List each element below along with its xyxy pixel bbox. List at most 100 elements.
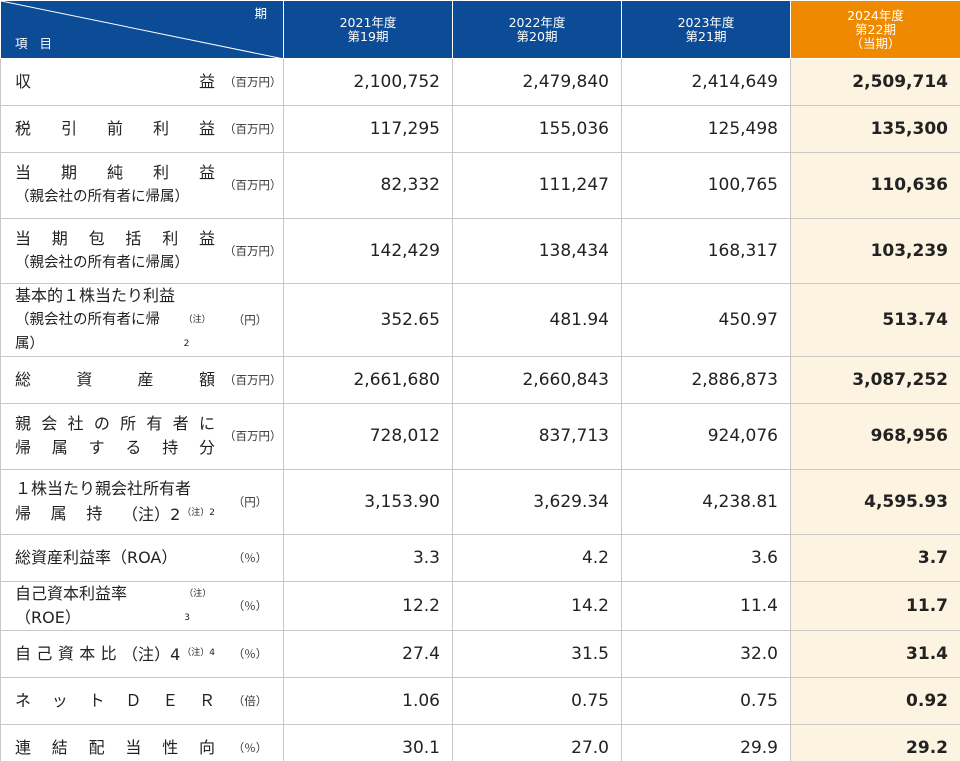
row-label-char: 収: [15, 72, 32, 91]
row-label: 連結 配 当 性向: [15, 736, 215, 760]
table-row: 当 期 純 利 益 （親会社の所有者に帰属） （百万円） 82,332 111,247 100,7…: [0, 152, 960, 219]
value-cell: 2,100,752: [283, 58, 453, 106]
value-cell-current: 11.7: [790, 581, 960, 631]
value-cell: 30.1: [283, 724, 453, 761]
value-cell-current: 4,595.93: [790, 468, 960, 535]
row-label-line-1: 自己資本利益率（ROE） （注）3: [15, 582, 215, 630]
value-cell-current: 3,087,252: [790, 356, 960, 404]
value-cell: 138,434: [452, 217, 622, 284]
term-label: 第19期: [347, 28, 389, 44]
row-label-char: 括: [125, 228, 142, 248]
period-label: 期: [254, 6, 267, 21]
row-label-cell: 総資産利益率（ROA） （％）: [0, 534, 284, 582]
row-label-line-1: 税引前利益: [15, 117, 215, 141]
value-cell: 155,036: [452, 105, 622, 153]
year-label: 2023年度: [677, 14, 735, 30]
row-label-char: 資: [57, 644, 74, 663]
row-label-char: 帰: [15, 438, 32, 458]
table-row: 親会社の所有者に帰属する持分 （百万円） 728,012 837,713 924,076…: [0, 403, 960, 470]
row-label-char: 有: [146, 414, 163, 434]
row-label-char: 利: [152, 163, 169, 183]
row-label-text: （親会社の所有者に帰属）: [15, 254, 189, 271]
row-label-line-2: （親会社の所有者に帰属）: [15, 251, 215, 275]
value-cell: 12.2: [283, 581, 453, 631]
unit-label: （百万円）: [224, 429, 282, 444]
value-cell: 29.9: [621, 724, 791, 761]
row-label-cell: 基本的１株当たり利益 （親会社の所有者に帰属） （注）2 （円）: [0, 283, 284, 357]
row-label-line-2: （親会社の所有者に帰属） （注）2: [15, 308, 215, 356]
value-cell-current: 31.4: [790, 630, 960, 678]
row-label-text: （親会社の所有者に帰属）: [15, 189, 189, 206]
row-label: １株当たり親会社所有者帰属持（注）2 （注）2: [15, 477, 215, 527]
year-label: 2021年度: [339, 14, 397, 30]
row-label-char: す: [88, 438, 105, 458]
row-label-char: 親: [15, 414, 32, 434]
value-cell: 450.97: [621, 283, 791, 357]
row-label-line-2: 帰属持（注）2 （注）2: [15, 501, 215, 527]
item-label: 項目: [15, 36, 65, 51]
value-cell: 924,076: [621, 403, 791, 470]
diagonal-divider: [1, 1, 284, 59]
row-label-cell: １株当たり親会社所有者帰属持（注）2 （注）2 （円）: [0, 468, 284, 535]
footnote-ref: （注）2: [182, 507, 215, 518]
value-cell: 4,238.81: [621, 468, 791, 535]
row-label-line-1: 総資産利益率（ROA）: [15, 546, 215, 570]
row-label-line-1: 当期包括利益: [15, 227, 215, 251]
row-label-char: 己: [36, 644, 53, 663]
value-cell: 11.4: [621, 581, 791, 631]
row-label-cell: ネッ ト Ｄ Ｅ Ｒ （倍）: [0, 677, 284, 725]
value-cell: 142,429: [283, 217, 453, 284]
row-label-char: 額: [198, 370, 215, 389]
value-cell: 31.5: [452, 630, 622, 678]
value-cell: 0.75: [452, 677, 622, 725]
row-label-char: （: [122, 645, 139, 664]
row-label-line-1: 収益: [15, 70, 215, 94]
header-row: 期 項目 2021年度 第19期 2022年度 第20期 2023年度 第21期…: [0, 0, 960, 59]
row-label-char: 配: [88, 738, 105, 757]
value-cell: 2,661,680: [283, 356, 453, 404]
row-label-cell: 当 期 純 利 益 （親会社の所有者に帰属） （百万円）: [0, 152, 284, 219]
value-cell: 3,153.90: [283, 468, 453, 535]
value-cell: 0.75: [621, 677, 791, 725]
year-header-2023: 2023年度 第21期: [621, 0, 791, 59]
row-label-char: 利: [152, 119, 169, 138]
row-label: 当期包括利益 （親会社の所有者に帰属）: [15, 227, 215, 275]
term-label: 第21期: [685, 28, 727, 44]
unit-label: （円）: [232, 494, 268, 509]
year-label: 2022年度: [508, 14, 566, 30]
row-label-char: Ｒ: [198, 691, 215, 710]
row-label-char: 当: [15, 163, 32, 183]
row-label: 基本的１株当たり利益 （親会社の所有者に帰属） （注）2: [15, 284, 215, 356]
row-label-cell: 自己資本比（注）4 （注）4 （％）: [0, 630, 284, 678]
table-row: 総 資 産 額 （百万円） 2,661,680 2,660,843 2,886,873 3,08…: [0, 356, 960, 404]
unit-label: （百万円）: [224, 178, 282, 193]
value-cell: 27.0: [452, 724, 622, 761]
value-cell-current: 29.2: [790, 724, 960, 761]
unit-label: （百万円）: [224, 373, 282, 387]
unit-label: （％）: [232, 599, 268, 613]
year-header-2021: 2021年度 第19期: [283, 0, 453, 59]
table-row: 当期包括利益 （親会社の所有者に帰属） （百万円） 142,429 138,434 168…: [0, 217, 960, 284]
row-label-char: 資: [76, 370, 93, 389]
value-cell: 3.3: [283, 534, 453, 582]
year-header-2024-current: 2024年度 第22期 （当期）: [790, 0, 960, 59]
value-cell-current: 2,509,714: [790, 58, 960, 106]
table-body: 収益（百万円） 2,100,752 2,479,840 2,414,649 2,509,…: [0, 58, 960, 761]
row-label-char: 期: [51, 228, 68, 248]
row-label-cell: 総 資 産 額 （百万円）: [0, 356, 284, 404]
row-label-line-1: 親会社の所有者に: [15, 412, 215, 436]
row-label-line-2: （親会社の所有者に帰属）: [15, 185, 215, 209]
value-cell-current: 968,956: [790, 403, 960, 470]
value-cell-current: 0.92: [790, 677, 960, 725]
row-label: 親会社の所有者に帰属する持分: [15, 412, 215, 460]
row-label-char: （: [122, 504, 139, 524]
value-cell-current: 3.7: [790, 534, 960, 582]
row-label-text: 総資産利益率（ROA）: [15, 548, 178, 567]
row-label-char: 利: [162, 228, 179, 248]
value-cell: 2,660,843: [452, 356, 622, 404]
table-row: ネット Ｄ Ｅ Ｒ （倍） 1.06 0.75 0.75 0.92: [0, 677, 960, 725]
value-cell: 100,765: [621, 152, 791, 219]
row-label-char: 期: [60, 163, 77, 183]
